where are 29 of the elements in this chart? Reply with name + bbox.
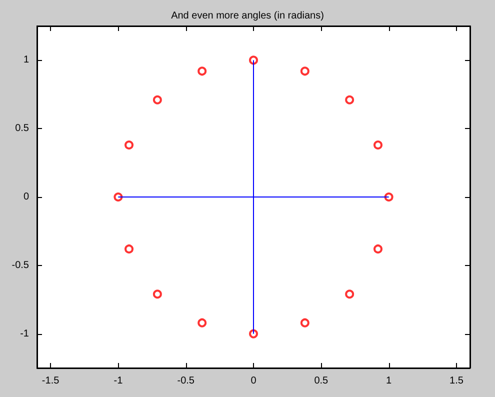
x-tick-label: 1 <box>386 376 392 386</box>
point <box>373 140 382 150</box>
point <box>345 95 354 104</box>
point <box>384 192 394 202</box>
y-tick-label: 0 <box>23 192 30 202</box>
point <box>345 290 354 299</box>
x-tick-label: 0 <box>250 376 257 386</box>
point <box>373 244 382 254</box>
point <box>152 290 162 299</box>
point <box>152 95 162 104</box>
chart-title: And even more angles (in radians) <box>171 10 324 22</box>
point <box>249 329 258 338</box>
y-tick-label: 0.5 <box>15 123 30 134</box>
point <box>249 56 258 65</box>
point <box>124 140 134 150</box>
point <box>198 318 207 328</box>
point <box>300 66 310 76</box>
point <box>124 244 134 254</box>
y-tick-label: -0.5 <box>12 260 30 271</box>
x-tick-label: 0.5 <box>314 376 329 386</box>
y-tick-label: 1 <box>23 54 30 66</box>
x-tick-label: -1.5 <box>42 376 60 386</box>
x-tick-label: 1.5 <box>450 376 464 386</box>
point <box>300 318 310 328</box>
y-tick-label: -1 <box>20 328 30 340</box>
x-tick-label: -1 <box>114 376 124 386</box>
x-tick-label: -0.5 <box>177 376 195 386</box>
point <box>114 192 123 202</box>
point <box>198 66 207 76</box>
